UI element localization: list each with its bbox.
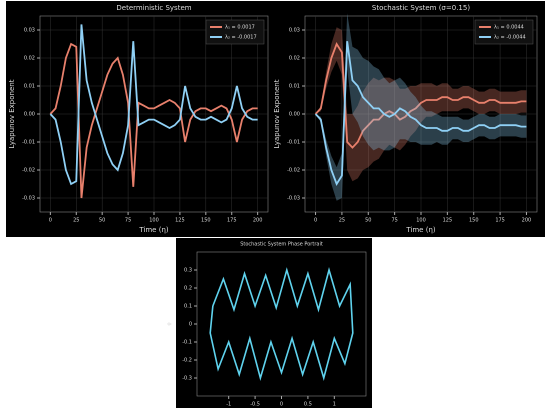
y-tick-label: -0.01 <box>287 140 300 146</box>
x-tick-label: 75 <box>125 218 131 224</box>
legend-label: λ₁ = 0.0044 <box>494 25 524 31</box>
x-tick-label: 50 <box>99 218 105 224</box>
x-tick-label: 75 <box>391 218 397 224</box>
legend-label: λ₁ = 0.0017 <box>225 25 255 31</box>
y-tick-label: 0.2 <box>184 286 192 292</box>
x-tick-label: 25 <box>73 218 79 224</box>
x-tick-label: 0 <box>314 218 317 224</box>
y-tick-label: 0 <box>189 322 192 328</box>
y-tick-label: -0.01 <box>22 140 35 146</box>
x-tick-label: 100 <box>416 218 426 224</box>
x-tick-label: 125 <box>443 218 453 224</box>
data-line <box>314 41 527 149</box>
x-tick-label: 200 <box>522 218 532 224</box>
x-tick-label: 1 <box>333 402 336 408</box>
y-tick-label: 0.01 <box>24 84 35 90</box>
data-line <box>49 24 258 186</box>
y-tick-label: 0.00 <box>289 112 300 118</box>
legend-box <box>205 19 265 45</box>
y-axis-label: Lyapunov Exponent <box>8 79 16 148</box>
x-tick-label: 175 <box>495 218 505 224</box>
x-tick-label: 125 <box>175 218 185 224</box>
y-tick-label: -0.3 <box>182 376 192 382</box>
y-tick-label: -0.03 <box>22 196 35 202</box>
y-tick-label: -0.02 <box>287 168 300 174</box>
x-tick-label: 150 <box>201 218 211 224</box>
y-tick-label: 0.03 <box>24 28 35 34</box>
x-tick-label: 100 <box>149 218 159 224</box>
x-tick-label: 25 <box>339 218 345 224</box>
x-tick-label: 50 <box>365 218 371 224</box>
x-tick-label: 0 <box>49 218 52 224</box>
y-axis-label: Lyapunov Exponent <box>273 79 281 148</box>
x-axis-label: Time (η) <box>138 226 169 234</box>
legend-label: λ₂ = -0.0017 <box>225 35 257 41</box>
x-tick-label: 175 <box>227 218 237 224</box>
data-line <box>209 267 354 381</box>
x-tick-label: 0.5 <box>304 402 312 408</box>
legend-label: λ₂ = -0.0044 <box>494 35 526 41</box>
chart-title: Stochastic System Phase Portrait <box>240 242 323 248</box>
band-area <box>315 13 527 201</box>
y-tick-label: 0.02 <box>24 56 35 62</box>
x-tick-label: -1 <box>226 402 231 408</box>
chart-title: Deterministic System <box>116 4 191 12</box>
y-axis-label: φ <box>167 322 173 326</box>
y-tick-label: -0.2 <box>182 358 192 364</box>
y-tick-label: 0.3 <box>184 268 192 274</box>
data-line <box>314 41 527 187</box>
chart-title: Stochastic System (σ=0.15) <box>372 4 470 12</box>
y-tick-label: -0.1 <box>182 340 192 346</box>
y-tick-label: 0.02 <box>289 56 300 62</box>
legend-box <box>474 19 534 45</box>
band-area <box>315 27 527 182</box>
y-tick-label: 0.1 <box>184 304 192 310</box>
y-tick-label: 0.00 <box>24 112 35 118</box>
x-tick-label: 150 <box>469 218 479 224</box>
y-tick-label: -0.02 <box>22 168 35 174</box>
x-tick-label: 0 <box>280 402 283 408</box>
y-tick-label: -0.03 <box>287 196 300 202</box>
y-tick-label: 0.01 <box>289 84 300 90</box>
x-axis-label: Time (η) <box>405 226 436 234</box>
x-tick-label: -0.5 <box>250 402 260 408</box>
x-tick-label: 200 <box>253 218 263 224</box>
y-tick-label: 0.03 <box>289 28 300 34</box>
data-line <box>49 42 258 199</box>
